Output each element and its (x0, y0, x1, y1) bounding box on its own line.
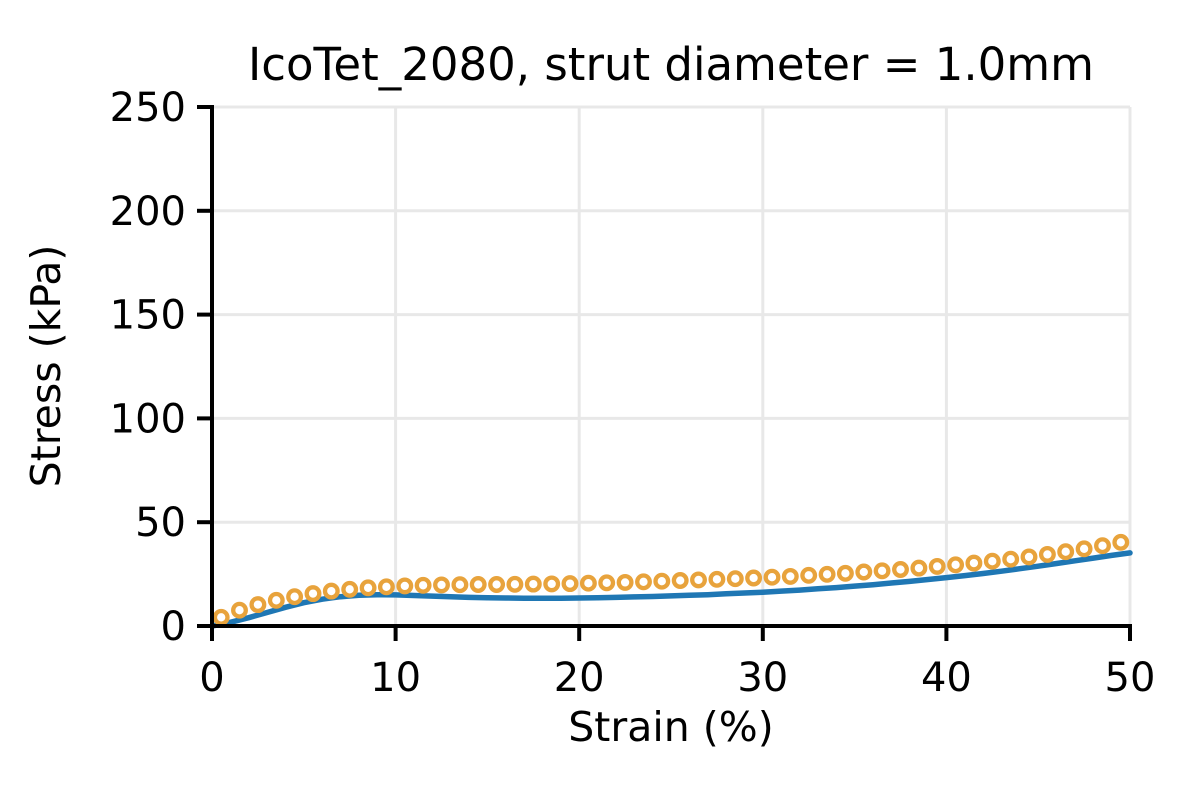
data-point-marker (781, 567, 799, 585)
data-point-marker (579, 574, 597, 592)
data-point-marker (267, 591, 285, 609)
data-point-marker (451, 576, 469, 594)
data-point-marker (1075, 540, 1093, 558)
x-axis-label: Strain (%) (568, 703, 773, 751)
data-point-marker (855, 563, 873, 581)
data-point-marker (304, 585, 322, 603)
data-point-marker (396, 577, 414, 595)
x-axis-ticks: 0 10 20 30 40 50 (199, 628, 1155, 701)
x-tick-label: 10 (370, 655, 421, 701)
data-point-marker (635, 573, 652, 591)
data-point-marker (506, 575, 524, 593)
y-tick-label: 250 (110, 85, 186, 131)
chart-title: IcoTet_2080, strut diameter = 1.0mm (248, 38, 1094, 91)
data-point-marker (616, 573, 634, 591)
y-tick-label: 0 (161, 604, 186, 650)
x-tick-label: 40 (921, 655, 972, 701)
data-point-marker (598, 574, 616, 592)
data-point-marker (800, 566, 818, 584)
data-point-marker (433, 576, 450, 594)
data-point-marker (249, 596, 267, 614)
data-point-marker (543, 575, 561, 593)
data-point-marker (341, 580, 359, 598)
data-point-marker (965, 554, 983, 572)
data-point-marker (763, 568, 781, 586)
data-point-marker (836, 564, 854, 582)
data-point-marker (212, 608, 230, 626)
data-point-marker (488, 576, 506, 593)
data-point-marker (377, 578, 395, 596)
data-point-marker (726, 570, 744, 588)
data-point-marker (231, 601, 248, 619)
data-point-marker (947, 556, 965, 574)
data-point-marker (910, 559, 928, 577)
data-point-marker (928, 557, 946, 575)
data-point-marker (745, 569, 763, 587)
y-tick-label: 200 (110, 189, 186, 235)
data-point-marker (671, 572, 689, 589)
y-tick-label: 50 (135, 500, 186, 546)
data-point-marker (561, 575, 579, 593)
data-point-marker (469, 576, 487, 593)
y-axis-label: Stress (kPa) (22, 245, 70, 488)
data-point-marker (1020, 548, 1038, 566)
data-point-marker (983, 552, 1001, 570)
data-point-marker (818, 565, 836, 583)
data-point-marker (322, 582, 340, 600)
data-point-marker (690, 571, 707, 589)
data-point-marker (653, 572, 671, 590)
data-point-marker (873, 562, 891, 580)
x-tick-label: 0 (199, 655, 224, 701)
y-tick-label: 150 (110, 293, 186, 339)
marker-series (212, 533, 1130, 626)
data-point-marker (1038, 545, 1056, 563)
data-point-marker (708, 570, 726, 588)
data-point-marker (892, 561, 909, 578)
data-point-marker (1057, 543, 1075, 561)
y-axis-ticks: 0 50 100 150 200 250 (110, 85, 210, 650)
data-point-marker (286, 588, 304, 606)
data-point-marker (414, 576, 432, 594)
x-tick-label: 50 (1105, 655, 1156, 701)
data-point-marker (359, 579, 377, 597)
y-tick-label: 100 (110, 396, 186, 442)
gridlines (210, 105, 1132, 628)
x-tick-label: 20 (554, 655, 605, 701)
data-point-marker (1094, 537, 1111, 555)
x-tick-label: 30 (737, 655, 788, 701)
data-point-marker (1112, 533, 1130, 551)
data-point-marker (1002, 550, 1020, 568)
axis-spines (210, 105, 1132, 628)
data-point-marker (524, 575, 542, 593)
